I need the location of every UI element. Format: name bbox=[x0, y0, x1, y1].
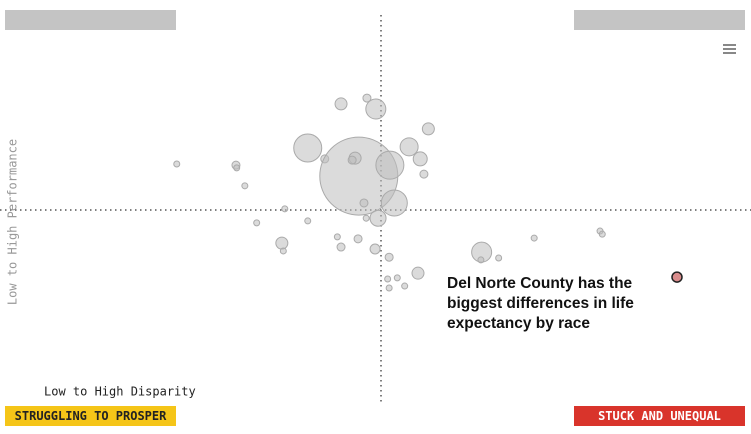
bubble bbox=[365, 98, 387, 120]
bubble bbox=[336, 242, 346, 252]
bubble bbox=[347, 155, 357, 165]
bubble bbox=[362, 214, 370, 222]
bubble bbox=[385, 284, 393, 292]
bubble bbox=[334, 97, 348, 111]
bubble bbox=[380, 189, 408, 217]
highlight-bubble bbox=[671, 271, 683, 283]
bubble bbox=[384, 252, 394, 262]
bubble bbox=[401, 282, 409, 290]
bubble bbox=[419, 169, 429, 179]
top-left-bar bbox=[5, 10, 176, 30]
bubble bbox=[304, 217, 312, 225]
quadrant-label: STRUGGLING TO PROSPER bbox=[15, 409, 167, 423]
bubble bbox=[359, 198, 369, 208]
bubble bbox=[369, 243, 381, 255]
bubble bbox=[477, 256, 485, 264]
bubble bbox=[253, 219, 261, 227]
quadrant-label-bg bbox=[574, 406, 745, 426]
quadrant-label-bg bbox=[5, 406, 176, 426]
bubble bbox=[333, 233, 341, 241]
annotation-text: Del Norte County has the biggest differe… bbox=[447, 275, 634, 332]
quadrant-label: STUCK AND UNEQUAL bbox=[598, 409, 721, 423]
bubble bbox=[411, 266, 425, 280]
bubble bbox=[173, 160, 181, 168]
bubble bbox=[233, 164, 241, 172]
bubble bbox=[393, 274, 401, 282]
bubble bbox=[399, 137, 419, 157]
top-right-bar bbox=[574, 10, 745, 30]
x-axis-label: Low to High Disparity bbox=[44, 385, 196, 399]
bubble bbox=[421, 122, 435, 136]
bubble bbox=[279, 247, 287, 255]
bubble bbox=[353, 234, 363, 244]
bubble bbox=[375, 150, 405, 180]
bubble bbox=[384, 275, 392, 283]
y-axis-label: Low to High Performance bbox=[6, 139, 20, 305]
bubble bbox=[495, 254, 503, 262]
bubble bbox=[241, 182, 249, 190]
bubble bbox=[275, 236, 289, 250]
bubble bbox=[598, 230, 606, 238]
bubble bbox=[412, 151, 428, 167]
bubble bbox=[369, 209, 387, 227]
bubble bbox=[530, 234, 538, 242]
bubble bbox=[281, 205, 289, 213]
bubble bbox=[362, 93, 372, 103]
menu-icon[interactable] bbox=[723, 44, 736, 54]
bubble bbox=[293, 133, 323, 163]
